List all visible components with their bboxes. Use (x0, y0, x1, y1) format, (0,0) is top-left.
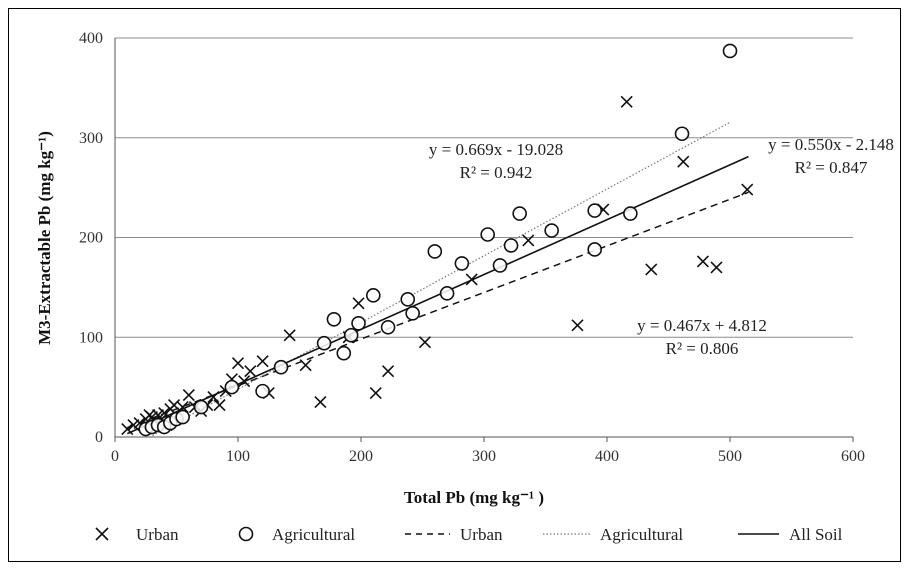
agricultural-point (336, 345, 352, 361)
trend-line-agricultural (149, 121, 731, 438)
agricultural-point (224, 379, 240, 395)
agricultural-point (193, 399, 209, 415)
urban-point (369, 387, 382, 400)
agricultural-point (316, 335, 332, 351)
y-tick-label: 100 (79, 329, 103, 346)
urban-point (710, 261, 723, 274)
agricultural-point (512, 206, 527, 221)
urban-point (696, 255, 710, 268)
legend: Urban Agricultural Urban Agricultural Al… (95, 525, 843, 544)
legend-label-urban-line: Urban (460, 525, 503, 544)
x-tick-label: 400 (595, 448, 619, 465)
x-tick-label: 300 (472, 448, 496, 465)
urban-equation: y = 0.467x + 4.812 (637, 316, 767, 335)
agricultural-point (365, 288, 381, 303)
gridlines (115, 37, 853, 338)
agricultural-point (454, 256, 470, 271)
agricultural-point (492, 258, 508, 273)
agricultural-point (587, 203, 603, 218)
x-tick-label: 0 (111, 448, 119, 465)
urban-point (244, 365, 257, 378)
legend-item-urban-line: Urban (405, 525, 503, 544)
urban-point (620, 95, 633, 108)
urban-point (182, 389, 195, 402)
all-soil-r2: R² = 0.847 (795, 158, 868, 177)
agricultural-point (623, 206, 638, 221)
axes (114, 38, 854, 442)
urban-point (121, 422, 134, 436)
urban-point (381, 365, 395, 378)
agricultural-point (273, 359, 289, 375)
x-tick-label: 100 (226, 448, 250, 465)
agricultural-equation: y = 0.669x - 19.028 (429, 140, 563, 159)
urban-point (571, 319, 584, 332)
legend-item-all-soil-line: All Soil (738, 525, 843, 544)
urban-point (418, 336, 432, 349)
agricultural-point (503, 238, 519, 253)
x-tick-label: 200 (349, 448, 373, 465)
agricultural-point (427, 244, 443, 259)
x-marker-icon (95, 527, 109, 541)
agricultural-point (326, 311, 342, 327)
trend-lines (126, 121, 749, 438)
circle-marker-icon (238, 526, 254, 542)
urban-point (207, 391, 220, 404)
urban-point (238, 375, 251, 388)
legend-label-agricultural-points: Agricultural (272, 525, 355, 544)
urban-point (231, 357, 245, 370)
trend-line-all-soil (126, 155, 749, 435)
agricultural-point (480, 227, 495, 242)
urban-point (645, 263, 658, 276)
urban-point (465, 273, 478, 286)
x-axis-title: Total Pb (mg kg⁻¹ ) (404, 488, 544, 507)
y-tick-label: 200 (79, 230, 103, 247)
urban-point (256, 355, 269, 368)
agricultural-point (400, 292, 416, 307)
legend-item-agricultural-points: Agricultural (238, 525, 355, 544)
urban-point (741, 183, 754, 196)
urban-point (299, 359, 312, 372)
chart-frame (8, 8, 901, 562)
legend-label-urban-points: Urban (136, 525, 179, 544)
urban-point (213, 399, 226, 412)
y-tick-labels: 0 100 200 300 400 (79, 30, 103, 446)
urban-point (677, 155, 690, 168)
urban-point (283, 329, 296, 342)
agricultural-point (587, 242, 603, 257)
y-tick-label: 0 (95, 429, 103, 446)
urban-point (522, 234, 535, 247)
y-axis-title: M3-Extractable Pb (mg kg⁻¹) (35, 131, 54, 345)
legend-label-all-soil-line: All Soil (789, 525, 843, 544)
x-tick-labels: 0 100 200 300 400 500 600 (111, 448, 865, 465)
legend-item-agricultural-line: Agricultural (543, 525, 683, 544)
agricultural-point (351, 315, 366, 331)
agricultural-point (405, 306, 420, 321)
x-tick-label: 600 (841, 448, 865, 465)
legend-item-urban-points: Urban (95, 525, 179, 544)
agricultural-point (380, 319, 396, 335)
agricultural-point (439, 286, 455, 301)
agricultural-r2: R² = 0.942 (460, 163, 533, 182)
urban-r2: R² = 0.806 (666, 339, 739, 358)
legend-label-agricultural-line: Agricultural (600, 525, 683, 544)
agricultural-point (343, 327, 359, 343)
agricultural-point (674, 126, 690, 142)
data-points (121, 43, 754, 437)
y-tick-label: 400 (79, 30, 103, 47)
urban-point (314, 396, 327, 409)
x-tick-label: 500 (718, 448, 742, 465)
urban-point (352, 297, 365, 310)
y-tick-label: 300 (79, 130, 103, 147)
agricultural-point (722, 43, 738, 59)
agricultural-point (175, 409, 190, 425)
agricultural-point (544, 223, 559, 238)
agricultural-point (255, 383, 270, 399)
all-soil-equation: y = 0.550x - 2.148 (768, 135, 894, 154)
